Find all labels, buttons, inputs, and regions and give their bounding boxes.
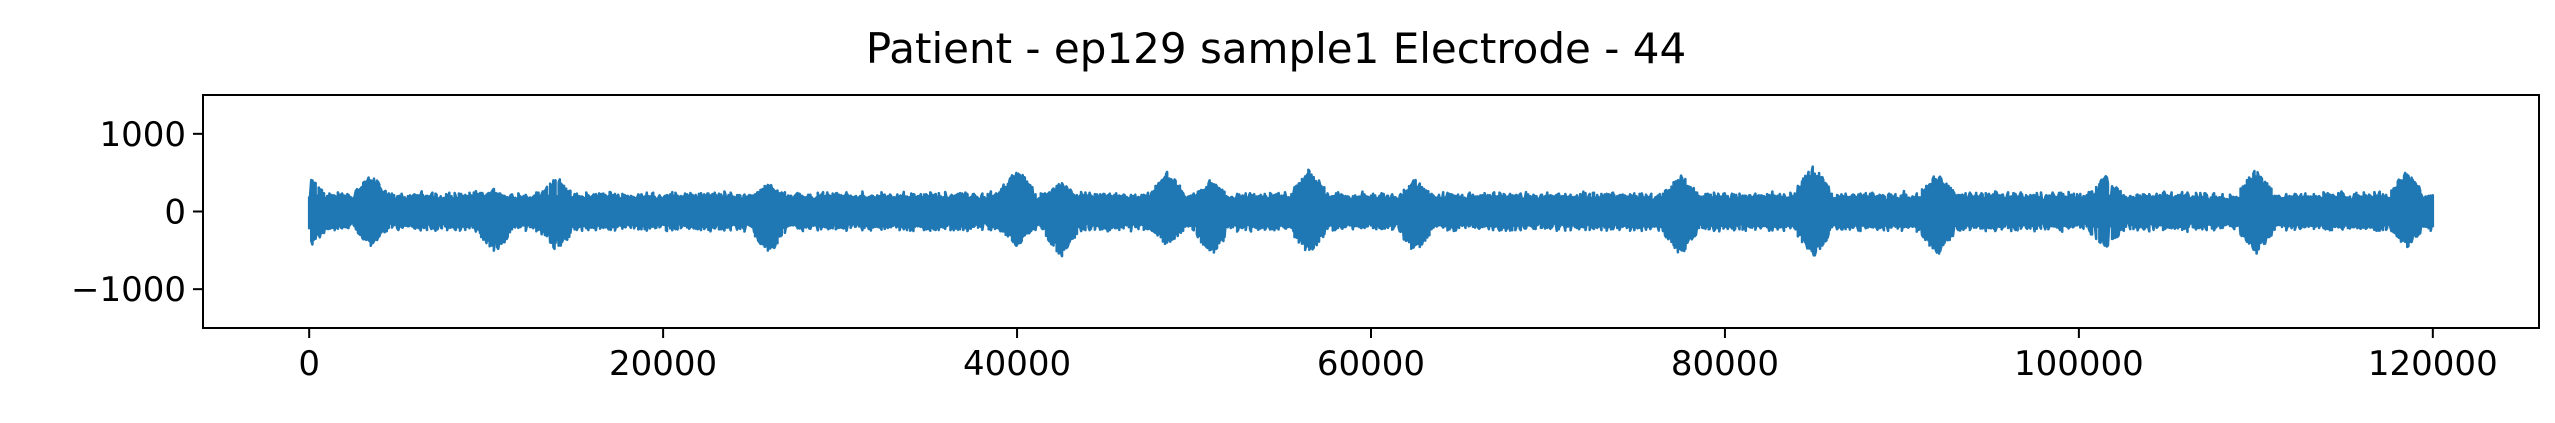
x-tick-label: 120000	[2368, 344, 2498, 384]
y-tick-label: 1000	[99, 115, 186, 155]
x-tick-label: 60000	[1317, 344, 1425, 384]
x-axis: 0 20000 40000 60000 80000 100000 120000	[298, 328, 2498, 384]
x-tick-label: 0	[298, 344, 320, 384]
y-tick-label: 0	[164, 193, 186, 233]
x-tick-label: 20000	[609, 344, 717, 384]
x-tick-label: 100000	[2014, 344, 2144, 384]
y-axis: 1000 0 −1000	[71, 115, 203, 310]
signal-trace	[307, 165, 2435, 258]
signal-line	[307, 165, 2435, 258]
x-tick-label: 80000	[1671, 344, 1779, 384]
x-tick-label: 40000	[963, 344, 1071, 384]
chart-title: Patient - ep129 sample1 Electrode - 44	[866, 24, 1686, 73]
y-tick-label: −1000	[71, 270, 186, 310]
plot-area	[202, 94, 2540, 329]
